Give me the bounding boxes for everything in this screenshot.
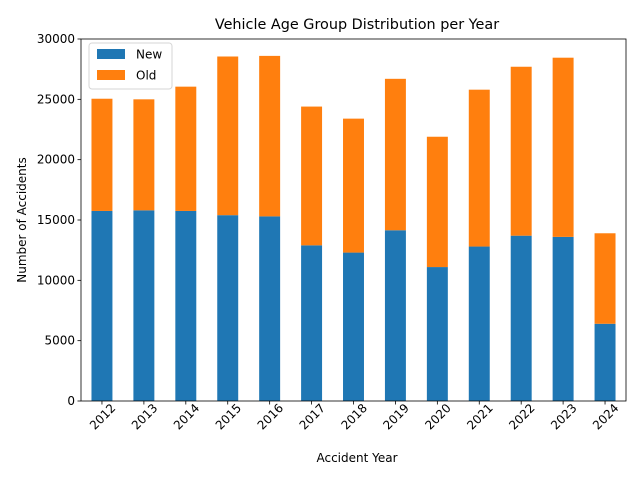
- bar-old-2013: [133, 99, 155, 211]
- legend-label-old: Old: [136, 69, 156, 83]
- x-tick-label: 2020: [422, 401, 453, 432]
- bar-new-2012: [91, 210, 113, 401]
- y-tick-label: 0: [67, 394, 75, 408]
- bar-old-2017: [301, 106, 323, 246]
- x-tick-label: 2023: [548, 401, 579, 432]
- legend-swatch-new: [97, 49, 125, 59]
- x-tick-label: 2016: [255, 401, 286, 432]
- x-tick-label: 2021: [464, 401, 495, 432]
- bar-new-2013: [133, 210, 155, 401]
- x-tick-label: 2014: [171, 401, 202, 432]
- y-tick-label: 20000: [37, 153, 75, 167]
- x-tick-label: 2022: [506, 401, 537, 432]
- bar-old-2018: [343, 118, 364, 253]
- y-tick-label: 5000: [44, 334, 75, 348]
- x-tick-label: 2024: [590, 401, 621, 432]
- y-tick-label: 25000: [37, 92, 75, 106]
- x-axis-label: Accident Year: [316, 451, 397, 465]
- bar-new-2014: [175, 210, 197, 401]
- bar-new-2018: [343, 252, 364, 401]
- bars-group: [91, 55, 616, 401]
- y-axis-label: Number of Accidents: [15, 157, 29, 283]
- plot-frame: [80, 38, 627, 402]
- bar-new-2019: [384, 230, 406, 401]
- bar-old-2019: [384, 78, 406, 231]
- bar-old-2023: [552, 57, 574, 237]
- bar-new-2024: [594, 323, 616, 401]
- bar-new-2022: [510, 235, 532, 401]
- bar-old-2015: [217, 56, 239, 216]
- bar-new-2020: [426, 267, 448, 401]
- bar-old-2012: [91, 98, 113, 211]
- bar-old-2022: [510, 66, 532, 236]
- bar-old-2020: [426, 136, 448, 268]
- x-tick-label: 2018: [338, 401, 369, 432]
- x-tick-label: 2012: [87, 401, 118, 432]
- bar-new-2016: [259, 216, 281, 401]
- x-tick-label: 2017: [297, 401, 328, 432]
- bar-new-2023: [552, 236, 574, 401]
- bar-old-2014: [175, 86, 197, 211]
- bar-old-2024: [594, 233, 616, 324]
- x-tick-label: 2013: [129, 401, 160, 432]
- chart-title: Vehicle Age Group Distribution per Year: [215, 17, 499, 33]
- y-axis: 0 5000 10000 15000 20000 25000 30000: [37, 32, 81, 408]
- legend-label-new: New: [136, 48, 162, 62]
- legend: New Old: [88, 42, 173, 90]
- bar-new-2017: [301, 245, 323, 401]
- x-tick-label: 2019: [380, 401, 411, 432]
- bar-new-2015: [217, 215, 239, 401]
- bar-old-2021: [468, 89, 490, 247]
- x-tick-label: 2015: [213, 401, 244, 432]
- bar-new-2021: [468, 246, 490, 401]
- legend-swatch-old: [97, 70, 125, 80]
- bar-old-2016: [259, 55, 281, 217]
- x-axis: 2012 2013 2014 2015 2016 2017 2018 2019 2020 2021…: [87, 401, 622, 432]
- y-tick-label: 10000: [37, 273, 75, 287]
- y-tick-label: 15000: [37, 213, 75, 227]
- y-tick-label: 30000: [37, 32, 75, 46]
